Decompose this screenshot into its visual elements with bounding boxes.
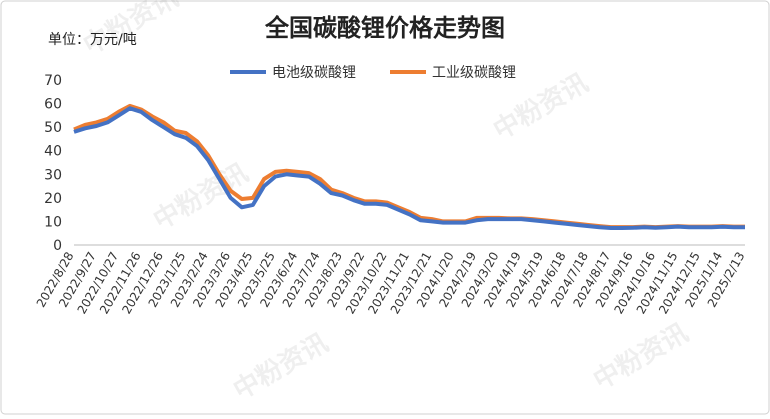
y-tick-label: 40	[44, 144, 62, 160]
y-tick-label: 30	[44, 167, 62, 183]
y-tick-label: 60	[44, 97, 62, 113]
y-tick-label: 0	[53, 238, 62, 254]
chart-title: 全国碳酸锂价格走势图	[264, 14, 505, 42]
y-tick-label: 70	[44, 73, 62, 89]
line-series	[73, 106, 745, 230]
y-tick-label: 20	[44, 191, 62, 207]
y-tick-label: 50	[44, 120, 62, 136]
legend-label: 工业级碳酸锂	[432, 65, 516, 81]
legend-label: 电池级碳酸锂	[272, 65, 356, 81]
unit-label: 单位：万元/吨	[48, 32, 137, 48]
y-tick-label: 10	[44, 214, 62, 230]
